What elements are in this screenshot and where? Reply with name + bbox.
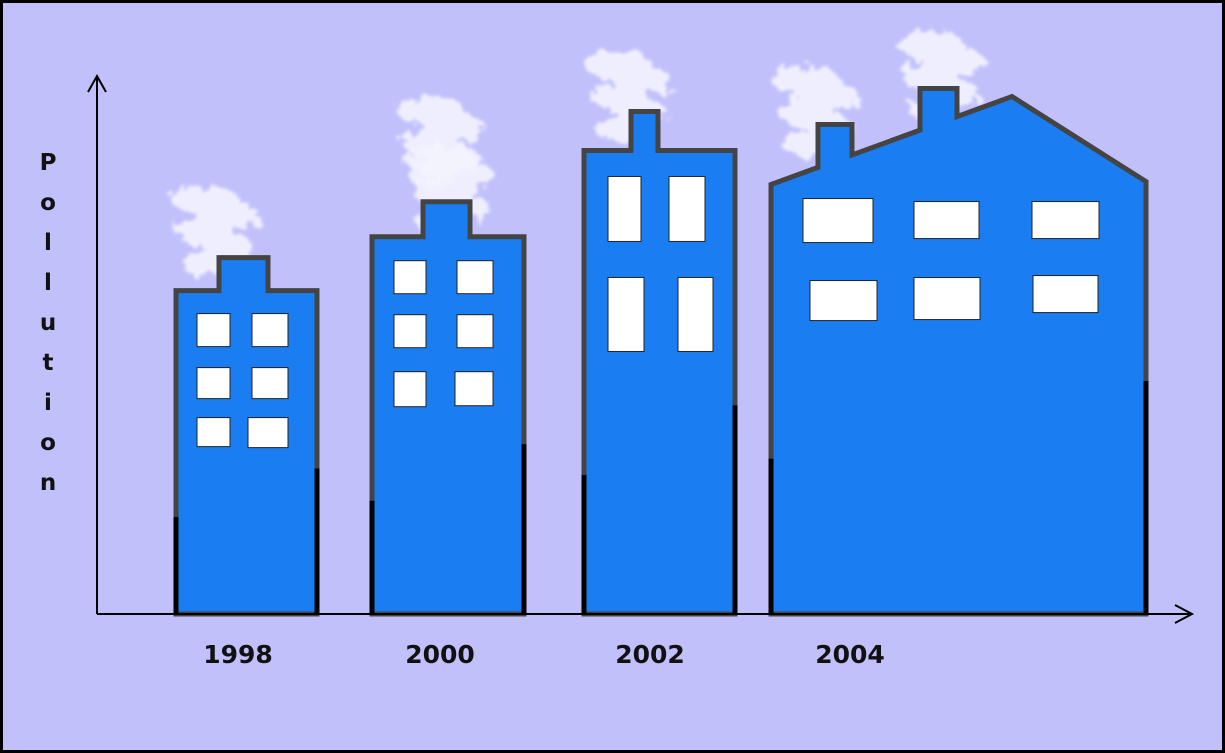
y-axis-label: Pollution [35,150,61,510]
window [393,260,427,295]
window [913,201,980,240]
window [607,175,642,242]
window [196,417,231,448]
y-axis-arrow [87,73,107,93]
window [1031,201,1100,240]
window [196,313,231,348]
window [251,313,289,348]
x-tick-label: 2004 [815,640,885,669]
window [247,417,289,449]
x-tick-label: 1998 [203,640,273,669]
x-axis-arrow [1174,604,1195,624]
plot-area [171,31,1149,617]
window [677,276,714,352]
window [809,280,878,322]
window [668,175,706,242]
building-bar [768,86,1149,617]
window [607,276,645,352]
window [454,371,494,407]
window [1032,275,1099,314]
smoke-puff [183,250,227,278]
window [393,371,427,408]
window [393,314,427,349]
window [196,367,231,400]
window [913,277,981,321]
building-bar [581,108,738,617]
smoke [171,186,260,278]
window [802,198,874,244]
window [251,367,289,400]
window [456,260,494,295]
window [456,314,494,349]
x-tick-label: 2000 [405,640,475,669]
x-tick-label: 2002 [615,640,685,669]
